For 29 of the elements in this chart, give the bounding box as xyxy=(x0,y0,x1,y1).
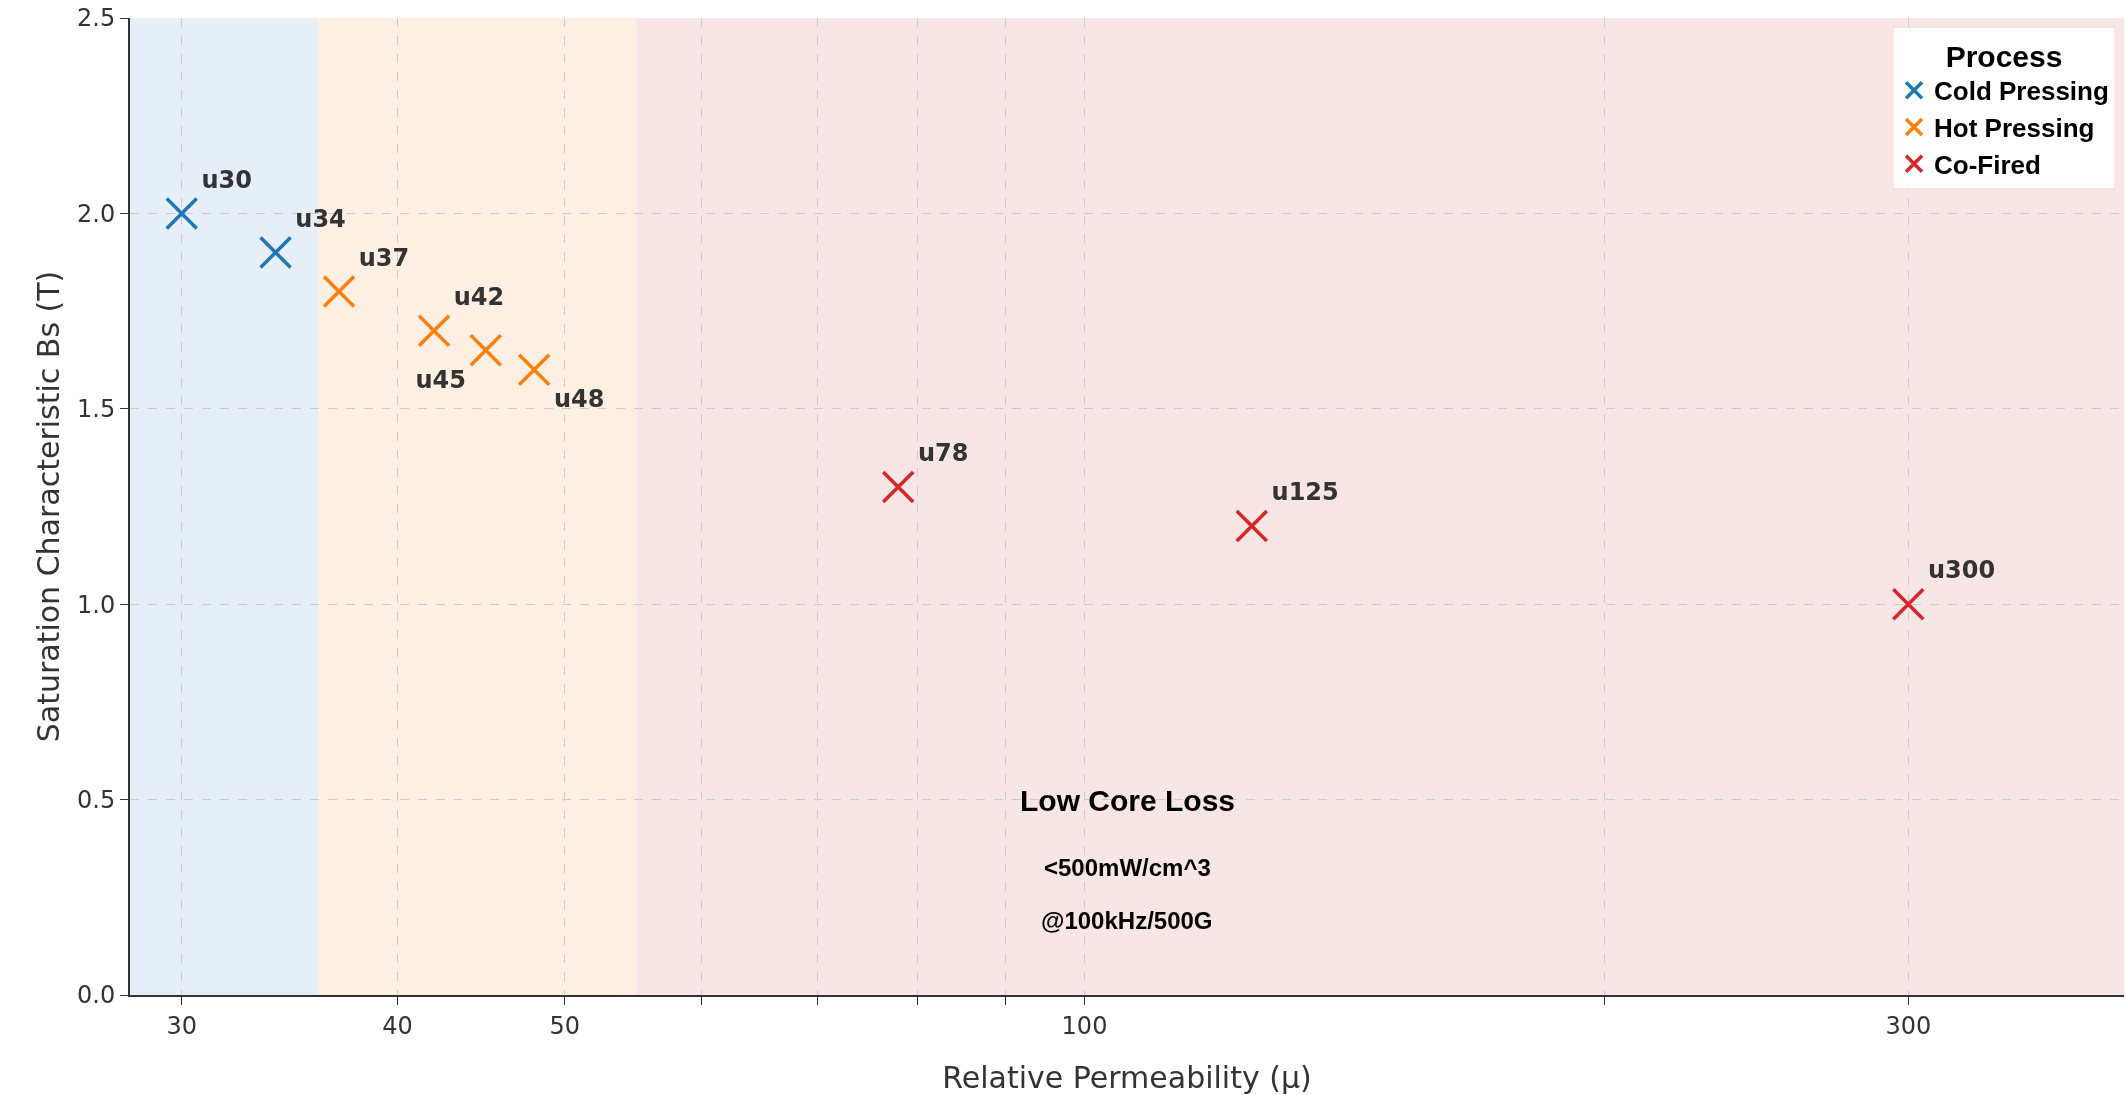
x-tick-label: 30 xyxy=(166,1011,197,1040)
data-label: u48 xyxy=(553,385,605,414)
data-label: u300 xyxy=(1928,556,1996,585)
data-label: u34 xyxy=(295,204,346,233)
y-tick-label: 1.0 xyxy=(77,590,116,619)
legend-label: Hot Pressing xyxy=(1934,113,2095,144)
data-label: u42 xyxy=(453,282,505,311)
annotation: @100kHz/500G xyxy=(1041,907,1213,934)
y-tick-label: 1.5 xyxy=(77,395,116,424)
legend-label: Co-Fired xyxy=(1934,149,2041,180)
x-tick-label: 40 xyxy=(382,1011,413,1040)
x-tick-label: 100 xyxy=(1061,1011,1108,1040)
data-label: u78 xyxy=(917,439,969,468)
data-label: u125 xyxy=(1271,478,1339,507)
y-tick-label: 0.5 xyxy=(77,786,116,814)
data-label: u37 xyxy=(358,243,410,272)
data-label: u30 xyxy=(201,165,252,194)
x-tick-label: 300 xyxy=(1885,1011,1932,1040)
y-axis-title: Saturation Characteristic Bs (T) xyxy=(31,270,66,743)
x-tick-label: 50 xyxy=(549,1011,581,1040)
legend-title: Process xyxy=(1945,39,2063,73)
y-tick-label: 0.0 xyxy=(77,981,116,1010)
annotation: Low Core Loss xyxy=(1020,784,1236,817)
y-tick-label: 2.5 xyxy=(77,4,116,33)
x-axis-title: Relative Permeability (μ) xyxy=(942,1060,1312,1095)
data-label: u45 xyxy=(415,365,467,394)
legend-label: Cold Pressing xyxy=(1934,76,2109,107)
annotation: <500mW/cm^3 xyxy=(1044,854,1211,881)
y-tick-label: 2.0 xyxy=(77,199,116,228)
